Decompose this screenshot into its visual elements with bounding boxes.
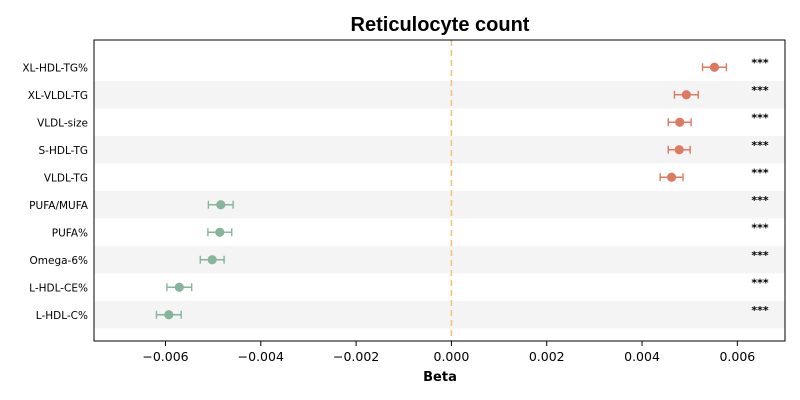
significance-label: *** [751,166,769,179]
row-band [94,246,785,274]
data-point-group [199,255,225,265]
data-point-group [166,282,193,292]
significance-label: *** [751,249,769,262]
data-point-group [701,62,728,72]
significance-label: *** [751,84,769,97]
data-point [216,200,226,210]
data-point [681,90,691,100]
row-band [94,301,785,329]
significance-label: *** [751,111,769,124]
data-point [174,282,184,292]
significance-labels: *** *** *** *** *** *** *** *** *** *** [751,56,769,317]
x-tick-label: −0.004 [238,349,284,364]
y-tick-label: L-HDL-C% [36,310,88,322]
y-axis-labels: XL-HDL-TG% XL-VLDL-TG VLDL-size S-HDL-TG VLD… [22,62,88,322]
y-tick-label: XL-HDL-TG% [22,62,88,74]
x-axis: −0.006 −0.004 −0.002 0.000 0.002 0.004 0.006 [142,341,755,364]
significance-label: *** [751,56,769,69]
x-tick-label: 0.002 [529,349,565,364]
chart-title: Reticulocyte count [351,14,530,36]
significance-label: *** [751,139,769,152]
x-axis-label: Beta [423,370,457,385]
plot-frame [93,39,786,342]
x-tick-label: 0.004 [624,349,660,364]
row-band [94,81,785,109]
data-point-group [659,172,684,182]
x-tick-label: 0.006 [719,349,755,364]
data-point [675,117,685,127]
data-point [666,172,677,182]
data-point [207,255,217,265]
data-marks [155,62,728,320]
y-tick-label: L-HDL-CE% [29,282,88,294]
x-tick-label: −0.002 [333,349,379,364]
y-tick-label: PUFA/MUFA [29,200,89,212]
x-tick-label: −0.006 [142,349,188,364]
data-point-group [667,145,691,155]
data-point-group [155,310,182,320]
data-point [674,145,684,155]
significance-label: *** [751,304,769,317]
y-tick-label: PUFA% [52,227,88,239]
y-tick-label: VLDL-size [37,117,88,129]
data-point-group [207,200,234,210]
x-tick-label: 0.000 [434,349,470,364]
data-point-group [673,90,699,100]
data-point [215,227,225,237]
significance-label: *** [751,194,769,207]
y-tick-label: VLDL-TG [44,172,88,184]
data-point-group [667,117,692,127]
data-point [709,62,720,72]
y-tick-label: Omega-6% [30,255,89,267]
row-band [94,191,785,219]
significance-label: *** [751,276,769,289]
y-tick-label: S-HDL-TG [39,145,88,157]
data-point [164,310,174,320]
data-point-group [207,227,233,237]
y-tick-label: XL-VLDL-TG [28,90,88,102]
significance-label: *** [751,221,769,234]
